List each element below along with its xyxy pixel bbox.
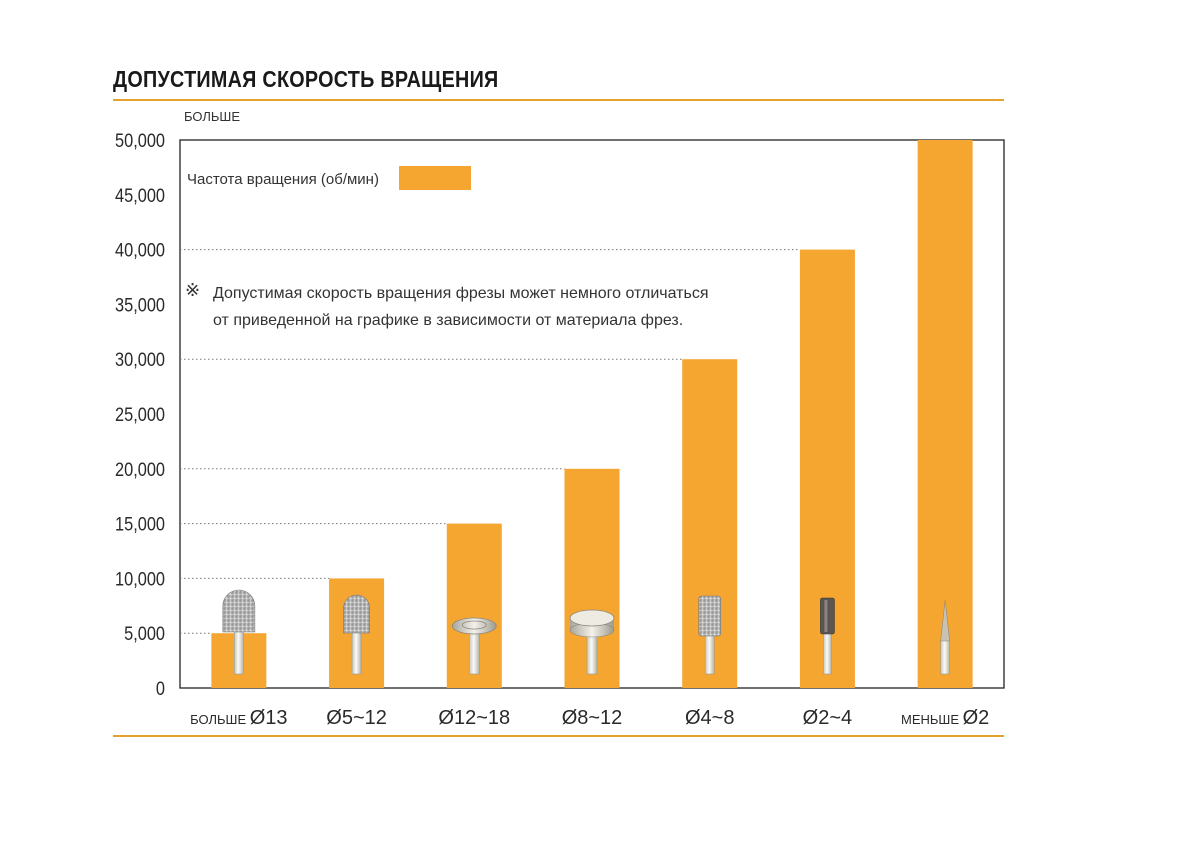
top-rule [113,99,1004,101]
tool-icon-round-diamond-burr [343,594,370,675]
y-top-label: БОЛЬШЕ [184,109,240,124]
tool-icon-round-diamond-burr [222,589,256,675]
y-tick-label: 20,000 [115,459,165,480]
y-tick-label: 25,000 [115,404,165,425]
legend-label: Частота вращения (об/мин) [187,171,379,188]
y-tick-label: 15,000 [115,513,165,534]
y-tick-label: 10,000 [115,568,165,589]
bar [917,140,973,688]
y-tick-label: 45,000 [115,185,165,206]
y-tick-label: 40,000 [115,239,165,260]
note-text: от приведенной на графике в зависимости … [213,312,683,329]
note-text: Допустимая скорость вращения фрезы может… [213,285,708,302]
tool-icon-pointed-burr [940,599,950,675]
x-tick-label: Ø8~12 [562,707,623,729]
bottom-rule [113,735,1004,737]
x-tick-label: Ø2~4 [803,707,852,729]
tool-icon-cylinder-diamond-burr [698,595,722,675]
note-symbol: ※ [185,280,200,301]
y-tick-label: 35,000 [115,294,165,315]
tool-icon-dark-cylinder-burr [820,597,835,675]
x-tick-label: МЕНЬШЕ Ø2 [901,707,989,729]
page-title: ДОПУСТИМАЯ СКОРОСТЬ ВРАЩЕНИЯ [113,66,499,92]
y-tick-label: 30,000 [115,349,165,370]
tool-icon-thin-cutting-disc [451,617,497,675]
x-tick-label: БОЛЬШЕ Ø13 [190,707,287,729]
x-tick-label: Ø5~12 [326,707,387,729]
y-tick-label: 50,000 [115,130,165,151]
x-tick-label: Ø4~8 [685,707,734,729]
y-tick-label: 0 [156,678,165,699]
tool-icon-thick-cutting-disc [569,609,615,675]
x-tick-label: Ø12~18 [438,707,510,729]
legend-swatch [399,166,471,190]
y-tick-label: 5,000 [124,623,165,644]
